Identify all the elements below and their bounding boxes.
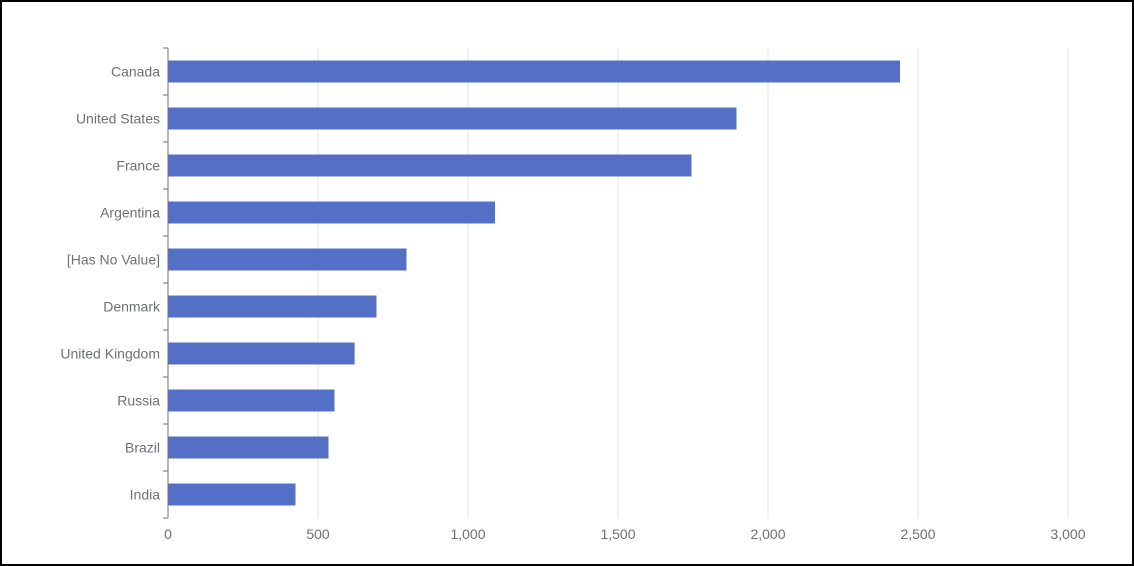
category-label: France — [116, 158, 160, 174]
bar — [168, 107, 737, 130]
x-tick-label: 1,000 — [450, 526, 485, 542]
category-label: Canada — [111, 64, 160, 80]
category-label: United States — [76, 111, 160, 127]
bars — [168, 60, 900, 506]
bar — [168, 483, 296, 506]
x-tick-label: 2,500 — [900, 526, 935, 542]
x-tick-label: 3,000 — [1050, 526, 1085, 542]
x-tick-label: 500 — [306, 526, 330, 542]
x-tick-label: 2,000 — [750, 526, 785, 542]
category-label: Argentina — [100, 205, 160, 221]
category-label: Denmark — [103, 299, 161, 315]
bar — [168, 154, 692, 177]
x-tick-label: 1,500 — [600, 526, 635, 542]
bar — [168, 201, 495, 224]
category-label: Russia — [117, 393, 160, 409]
bar — [168, 248, 407, 271]
bar — [168, 295, 377, 318]
axes — [163, 47, 169, 519]
bar — [168, 342, 355, 365]
category-label: Brazil — [125, 440, 160, 456]
labels: 0 500 1,000 1,500 2,000 2,500 3,000 Canada Unite… — [60, 64, 1085, 543]
x-tick-label: 0 — [164, 526, 172, 542]
category-label: [Has No Value] — [67, 252, 160, 268]
bar — [168, 389, 335, 412]
bar — [168, 60, 900, 83]
category-label: United Kingdom — [60, 346, 160, 362]
category-label: India — [130, 487, 161, 503]
bar — [168, 436, 329, 459]
